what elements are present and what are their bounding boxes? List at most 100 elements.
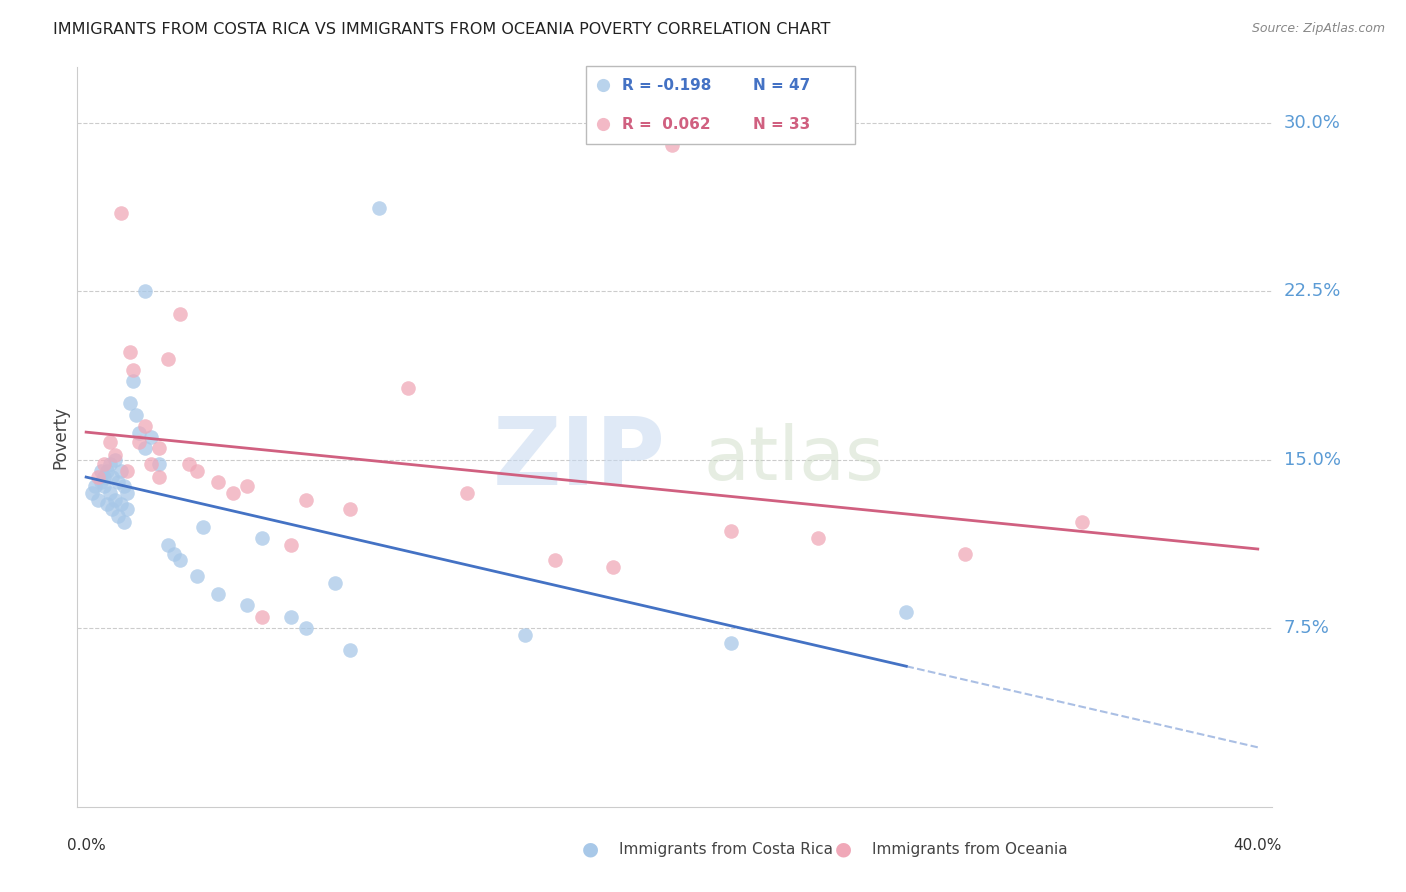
Point [101, 501, 124, 516]
Text: N = 47: N = 47 [754, 78, 811, 93]
Point [148, 442, 170, 456]
Point [110, 497, 132, 511]
Text: R =  0.062: R = 0.062 [621, 117, 710, 132]
Text: ZIP: ZIP [494, 413, 665, 505]
Point [720, 636, 742, 650]
Point [368, 201, 391, 215]
Text: Immigrants from Oceania: Immigrants from Oceania [872, 842, 1067, 856]
Y-axis label: Poverty: Poverty [51, 406, 69, 468]
Text: 30.0%: 30.0% [1284, 114, 1340, 132]
Point [280, 538, 302, 552]
Point [134, 285, 156, 299]
Point [115, 501, 138, 516]
Point [157, 351, 180, 366]
Point [122, 363, 145, 377]
Point [339, 643, 361, 657]
Point [169, 553, 191, 567]
Point [87, 470, 110, 484]
Text: 15.0%: 15.0% [1284, 450, 1340, 468]
Point [896, 605, 918, 619]
Point [186, 464, 208, 478]
Text: N = 33: N = 33 [754, 117, 811, 132]
Point [93, 470, 115, 484]
Point [110, 464, 132, 478]
Text: atlas: atlas [704, 423, 884, 496]
Point [661, 138, 683, 153]
Point [104, 452, 127, 467]
Point [104, 448, 127, 462]
Point [83, 479, 105, 493]
Point [101, 470, 124, 484]
Point [118, 344, 141, 359]
Point [807, 531, 830, 545]
Point [98, 434, 121, 449]
Point [139, 457, 162, 471]
Point [1071, 516, 1094, 530]
Point [177, 457, 200, 471]
Point [339, 501, 361, 516]
Point [80, 486, 103, 500]
Text: Immigrants from Costa Rica: Immigrants from Costa Rica [619, 842, 832, 856]
Point [115, 486, 138, 500]
Point [118, 396, 141, 410]
Text: 40.0%: 40.0% [1233, 838, 1282, 853]
Point [107, 475, 129, 489]
Point [186, 569, 208, 583]
Point [125, 408, 148, 422]
Point [294, 621, 316, 635]
Point [456, 486, 478, 500]
Point [96, 464, 118, 478]
Text: IMMIGRANTS FROM COSTA RICA VS IMMIGRANTS FROM OCEANIA POVERTY CORRELATION CHART: IMMIGRANTS FROM COSTA RICA VS IMMIGRANTS… [53, 22, 831, 37]
Point [953, 547, 976, 561]
Point [107, 508, 129, 523]
Point [592, 78, 614, 93]
Point [128, 434, 150, 449]
Point [148, 470, 170, 484]
Point [93, 457, 115, 471]
Point [98, 486, 121, 500]
Point [323, 575, 346, 590]
Point [87, 492, 110, 507]
Text: 7.5%: 7.5% [1284, 619, 1330, 637]
Text: ●: ● [835, 839, 852, 859]
Point [250, 609, 273, 624]
Point [250, 531, 273, 545]
Point [207, 587, 229, 601]
Point [720, 524, 742, 539]
Point [98, 457, 121, 471]
Point [157, 538, 180, 552]
Point [134, 418, 156, 433]
Point [115, 464, 138, 478]
Point [90, 475, 112, 489]
Text: R = -0.198: R = -0.198 [621, 78, 711, 93]
Point [104, 492, 127, 507]
Point [169, 307, 191, 321]
Point [148, 457, 170, 471]
Point [193, 520, 215, 534]
Point [592, 117, 614, 131]
Point [122, 374, 145, 388]
Point [602, 560, 624, 574]
Point [93, 479, 115, 493]
Point [90, 464, 112, 478]
Point [515, 627, 537, 641]
Point [112, 516, 135, 530]
Text: Source: ZipAtlas.com: Source: ZipAtlas.com [1251, 22, 1385, 36]
Point [236, 479, 259, 493]
Point [128, 425, 150, 440]
Point [544, 553, 567, 567]
Point [294, 492, 316, 507]
Point [96, 497, 118, 511]
Text: 0.0%: 0.0% [66, 838, 105, 853]
Text: 22.5%: 22.5% [1284, 282, 1341, 301]
Point [134, 442, 156, 456]
Point [396, 381, 419, 395]
Point [221, 486, 243, 500]
Point [110, 205, 132, 219]
Point [112, 479, 135, 493]
Point [139, 430, 162, 444]
Point [280, 609, 302, 624]
FancyBboxPatch shape [586, 66, 855, 144]
Point [207, 475, 229, 489]
Text: ●: ● [582, 839, 599, 859]
